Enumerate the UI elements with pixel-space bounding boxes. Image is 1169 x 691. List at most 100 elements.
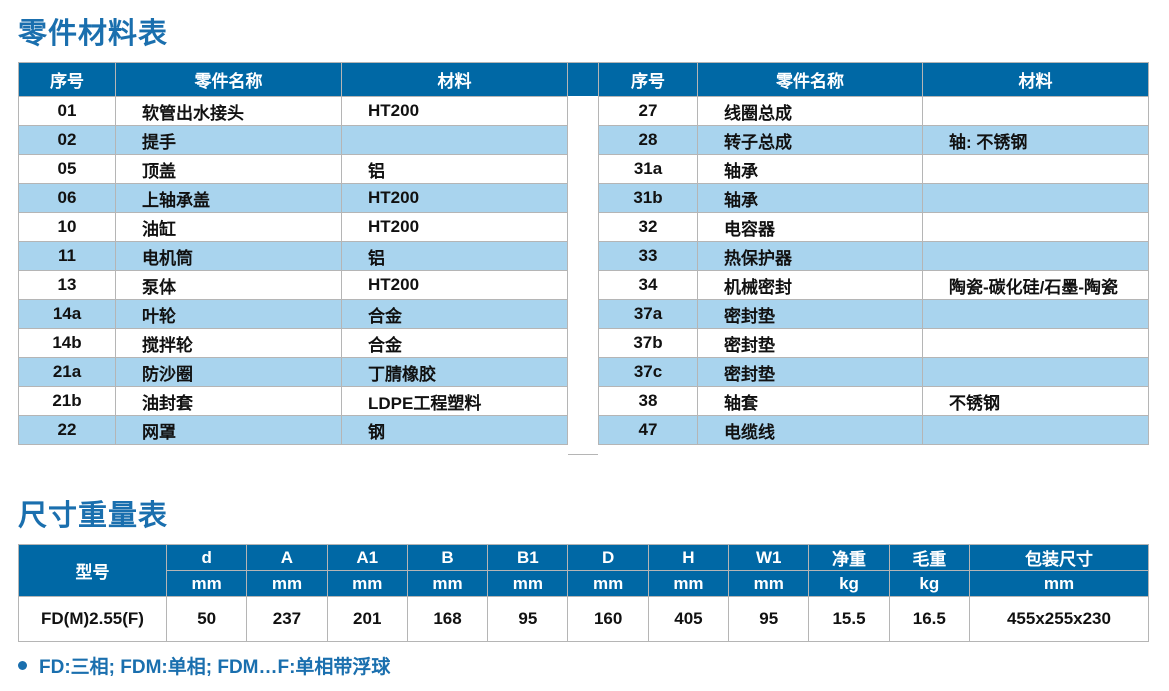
- part-number: 47: [598, 415, 698, 445]
- material: 轴: 不锈钢: [922, 125, 1149, 155]
- part-name: 提手: [115, 125, 342, 155]
- table-gap: [568, 62, 598, 455]
- material: 合金: [341, 328, 568, 358]
- table-row: 32 电容器: [598, 212, 1149, 242]
- part-name: 密封垫: [697, 357, 923, 387]
- column-header: B: [406, 544, 489, 571]
- part-number: 31b: [598, 183, 698, 213]
- table-row: 10 油缸 HT200: [18, 212, 568, 242]
- part-number: 10: [18, 212, 116, 242]
- table-row: 06 上轴承盖 HT200: [18, 183, 568, 213]
- table-row: 34 机械密封 陶瓷-碳化硅/石墨-陶瓷: [598, 270, 1149, 300]
- bullet-icon: [18, 661, 27, 670]
- part-name: 密封垫: [697, 299, 923, 329]
- part-name: 机械密封: [697, 270, 923, 300]
- value-cell: 95: [487, 596, 569, 642]
- model-cell: FD(M)2.55(F): [18, 596, 167, 642]
- column-header: A: [246, 544, 328, 571]
- column-header: 材料: [922, 62, 1149, 97]
- column-unit: mm: [487, 570, 569, 597]
- parts-table-left: 序号 零件名称 材料 01 软管出水接头 HT200 02 提手 05 顶盖铝 06 上轴承盖 HT20…: [18, 62, 568, 445]
- material: 铝: [341, 154, 568, 184]
- part-number: 02: [18, 125, 116, 155]
- part-number: 13: [18, 270, 116, 300]
- material: 钢: [341, 415, 568, 445]
- column-header: H: [647, 544, 730, 571]
- dims-table: 型号 d A A1 B B1 D H W1 净重 毛重 包装尺寸 mm mm mm mm mm mm mm mm kg k…: [18, 544, 1150, 642]
- value-cell: 160: [567, 596, 649, 642]
- header-row: 序号 零件名称 材料: [18, 62, 568, 97]
- material: 丁腈橡胶: [341, 357, 568, 387]
- column-header: 零件名称: [697, 62, 923, 97]
- material: 不锈钢: [922, 386, 1149, 416]
- parts-table-title: 零件材料表: [18, 18, 169, 50]
- part-name: 软管出水接头: [115, 96, 342, 126]
- table-row: 37c 密封垫: [598, 357, 1149, 387]
- column-header: 材料: [341, 62, 568, 97]
- part-name: 油封套: [115, 386, 342, 416]
- part-number: 37a: [598, 299, 698, 329]
- part-name: 防沙圈: [115, 357, 342, 387]
- column-unit: mm: [968, 570, 1150, 597]
- part-name: 电机筒: [115, 241, 342, 271]
- table-row: 31b 轴承: [598, 183, 1149, 213]
- value-cell: 16.5: [888, 596, 970, 642]
- column-unit: kg: [808, 570, 890, 597]
- material: [922, 183, 1149, 213]
- part-name: 密封垫: [697, 328, 923, 358]
- part-number: 05: [18, 154, 116, 184]
- table-row: 27 线圈总成: [598, 96, 1149, 126]
- column-header: B1: [487, 544, 569, 571]
- column-unit: mm: [647, 570, 730, 597]
- part-name: 热保护器: [697, 241, 923, 271]
- part-name: 网罩: [115, 415, 342, 445]
- part-number: 06: [18, 183, 116, 213]
- part-name: 上轴承盖: [115, 183, 342, 213]
- material: [922, 415, 1149, 445]
- part-name: 泵体: [115, 270, 342, 300]
- part-number: 31a: [598, 154, 698, 184]
- part-number: 38: [598, 386, 698, 416]
- part-number: 32: [598, 212, 698, 242]
- material: HT200: [341, 96, 568, 126]
- value-cell: 237: [246, 596, 328, 642]
- part-number: 01: [18, 96, 116, 126]
- material: [922, 241, 1149, 271]
- value-cell: 95: [728, 596, 810, 642]
- material: [922, 299, 1149, 329]
- material: HT200: [341, 212, 568, 242]
- column-unit: kg: [888, 570, 970, 597]
- note-text: FD:三相; FDM:单相; FDM…F:单相带浮球: [39, 657, 391, 678]
- column-unit: mm: [728, 570, 810, 597]
- table-row: 47 电缆线: [598, 415, 1149, 445]
- column-header: 零件名称: [115, 62, 342, 97]
- table-row: FD(M)2.55(F) 50 237 201 168 95 160 405 95 15.5 16.…: [18, 596, 1150, 642]
- material: 陶瓷-碳化硅/石墨-陶瓷: [922, 270, 1149, 300]
- table-row: 28 转子总成 轴: 不锈钢: [598, 125, 1149, 155]
- part-name: 轴承: [697, 154, 923, 184]
- column-header: 序号: [18, 62, 116, 97]
- table-row: 22 网罩钢: [18, 415, 568, 445]
- table-row: 13 泵体 HT200: [18, 270, 568, 300]
- part-name: 顶盖: [115, 154, 342, 184]
- value-cell: 405: [647, 596, 730, 642]
- table-row: 38 轴套 不锈钢: [598, 386, 1149, 416]
- table-row: 01 软管出水接头 HT200: [18, 96, 568, 126]
- part-number: 33: [598, 241, 698, 271]
- table-row: 37a 密封垫: [598, 299, 1149, 329]
- part-name: 电容器: [697, 212, 923, 242]
- material: [922, 357, 1149, 387]
- part-number: 22: [18, 415, 116, 445]
- part-number: 37b: [598, 328, 698, 358]
- part-name: 转子总成: [697, 125, 923, 155]
- table-row: 05 顶盖铝: [18, 154, 568, 184]
- material: LDPE工程塑料: [341, 386, 568, 416]
- part-number: 14a: [18, 299, 116, 329]
- header-row: 型号 d A A1 B B1 D H W1 净重 毛重 包装尺寸: [18, 544, 1150, 597]
- value-cell: 168: [406, 596, 489, 642]
- table-row: 37b 密封垫: [598, 328, 1149, 358]
- column-header: A1: [326, 544, 408, 571]
- material: HT200: [341, 183, 568, 213]
- material: [922, 154, 1149, 184]
- part-number: 28: [598, 125, 698, 155]
